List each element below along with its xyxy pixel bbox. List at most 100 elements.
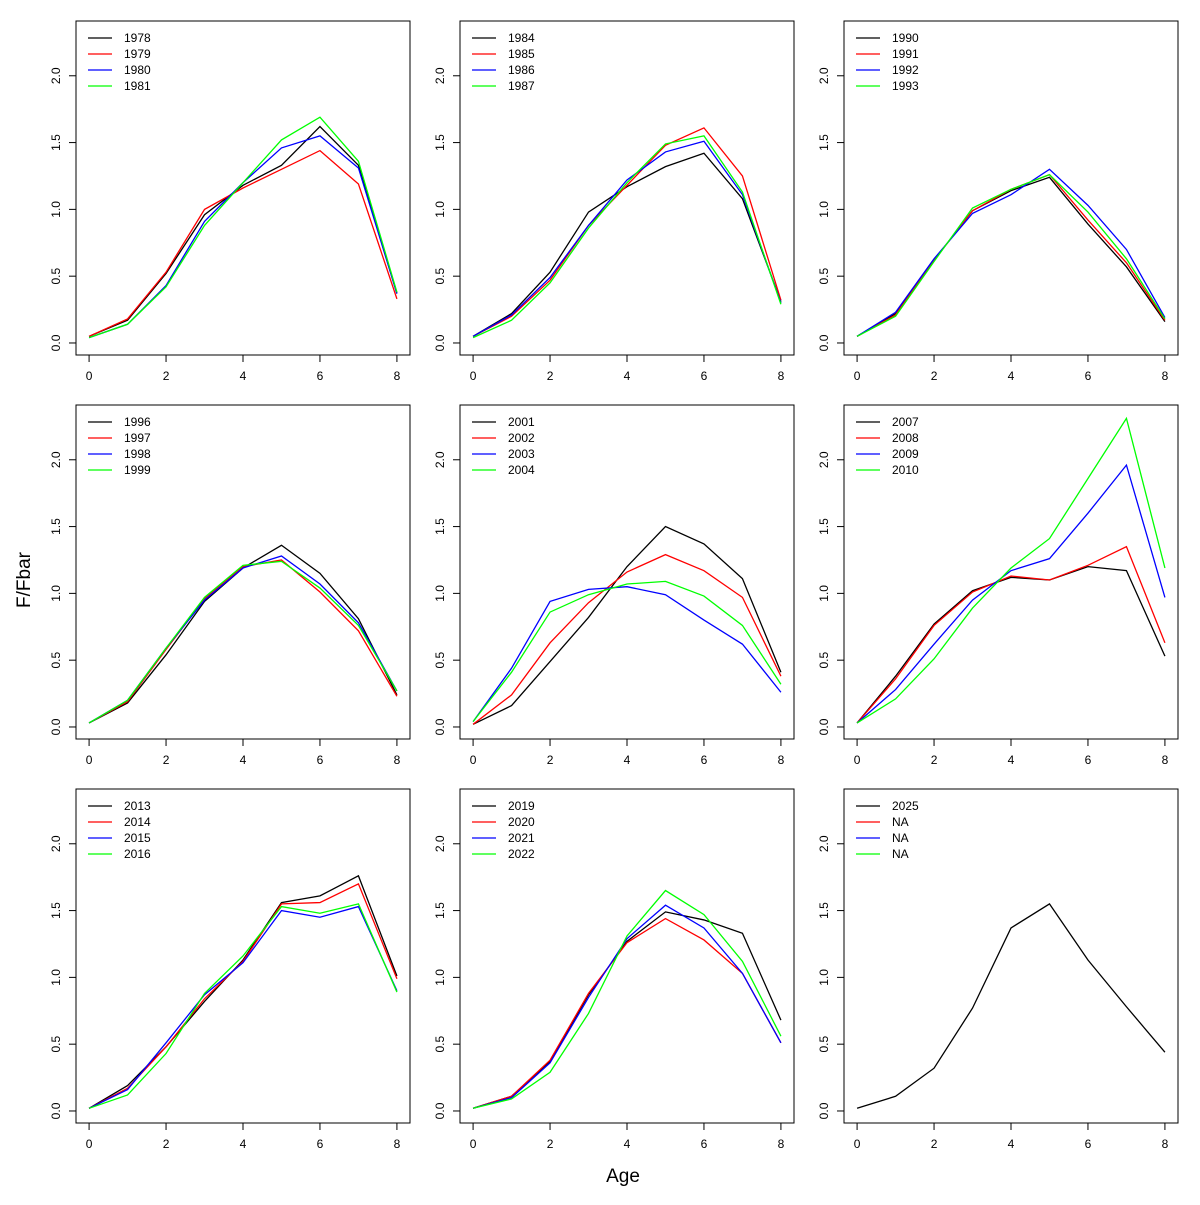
legend-label: 1987 xyxy=(508,79,535,93)
legend-label: 2001 xyxy=(508,415,535,429)
y-tick-label: 2.0 xyxy=(433,835,447,852)
legend-label: 2007 xyxy=(892,415,919,429)
legend-label: 1991 xyxy=(892,47,919,61)
x-tick-label: 6 xyxy=(701,753,708,767)
y-tick-label: 0.0 xyxy=(817,718,831,735)
x-tick-label: 6 xyxy=(317,1137,324,1151)
x-tick-label: 8 xyxy=(1162,753,1169,767)
y-tick-label: 1.0 xyxy=(49,201,63,218)
y-tick-label: 1.5 xyxy=(817,134,831,151)
panel-3: 0 2 4 6 8 0.0 0.5 1.0 1.5 2.0 1990 1991 1992 1993 xyxy=(817,20,1179,383)
series-line-2020 xyxy=(472,917,782,1109)
y-tick-label: 0.0 xyxy=(817,1102,831,1119)
y-tick-label: 1.5 xyxy=(817,902,831,919)
x-tick-label: 8 xyxy=(1162,369,1169,383)
legend-label: 2021 xyxy=(508,831,535,845)
y-tick-label: 2.0 xyxy=(433,67,447,84)
series-line-1980 xyxy=(88,135,398,339)
series-line-2019 xyxy=(472,911,782,1109)
series-line-2007 xyxy=(856,565,1166,724)
x-tick-label: 4 xyxy=(624,1137,631,1151)
series-line-1992 xyxy=(856,168,1166,337)
x-tick-label: 6 xyxy=(1085,369,1092,383)
panel-8: 0 2 4 6 8 0.0 0.5 1.0 1.5 2.0 2019 2020 2021 2022 xyxy=(433,788,795,1151)
legend-label: 1992 xyxy=(892,63,919,77)
x-tick-label: 0 xyxy=(86,1137,93,1151)
legend-label: NA xyxy=(892,847,909,861)
series-line-2010 xyxy=(856,416,1166,724)
series-line-1981 xyxy=(88,116,398,339)
panel-6: 0 2 4 6 8 0.0 0.5 1.0 1.5 2.0 2007 2008 2009 2010 xyxy=(817,404,1179,767)
x-tick-label: 6 xyxy=(701,369,708,383)
series-line-2013 xyxy=(88,874,398,1109)
legend-label: 1998 xyxy=(124,447,151,461)
panel-9: 0 2 4 6 8 0.0 0.5 1.0 1.5 2.0 2025 NA NA NA xyxy=(817,788,1179,1151)
x-tick-label: 8 xyxy=(778,369,785,383)
y-tick-label: 0.5 xyxy=(817,268,831,285)
x-tick-label: 0 xyxy=(854,369,861,383)
y-tick-label: 1.5 xyxy=(817,518,831,535)
y-axis-label: F/Fbar xyxy=(14,551,35,608)
x-tick-label: 0 xyxy=(854,1137,861,1151)
panel-5: 0 2 4 6 8 0.0 0.5 1.0 1.5 2.0 2001 2002 2003 2004 xyxy=(433,404,795,767)
y-tick-label: 2.0 xyxy=(817,835,831,852)
y-tick-label: 2.0 xyxy=(49,451,63,468)
x-tick-label: 6 xyxy=(317,753,324,767)
y-tick-label: 0.0 xyxy=(49,1102,63,1119)
legend-label: 2014 xyxy=(124,815,151,829)
legend-label: 1986 xyxy=(508,63,535,77)
series-line-1986 xyxy=(472,140,782,337)
y-tick-label: 2.0 xyxy=(433,451,447,468)
legend-label: 1979 xyxy=(124,47,151,61)
y-tick-label: 0.5 xyxy=(817,652,831,669)
y-tick-label: 1.0 xyxy=(817,969,831,986)
y-tick-label: 1.0 xyxy=(49,585,63,602)
x-tick-label: 4 xyxy=(240,753,247,767)
series-line-2003 xyxy=(472,586,782,723)
x-tick-label: 2 xyxy=(163,369,170,383)
y-tick-label: 0.0 xyxy=(49,334,63,351)
x-tick-label: 2 xyxy=(547,1137,554,1151)
x-tick-label: 8 xyxy=(394,753,401,767)
x-tick-label: 0 xyxy=(86,369,93,383)
y-tick-label: 0.5 xyxy=(433,268,447,285)
panel-4: 0 2 4 6 8 0.0 0.5 1.0 1.5 2.0 1996 1997 1998 1999 xyxy=(49,404,411,767)
y-tick-label: 1.0 xyxy=(49,969,63,986)
y-tick-label: 1.5 xyxy=(49,134,63,151)
x-tick-label: 8 xyxy=(394,369,401,383)
x-tick-label: 8 xyxy=(394,1137,401,1151)
legend-label: 1996 xyxy=(124,415,151,429)
x-tick-label: 6 xyxy=(701,1137,708,1151)
series-line-1997 xyxy=(88,559,398,724)
legend-label: 2009 xyxy=(892,447,919,461)
series-line-2022 xyxy=(472,889,782,1109)
y-tick-label: 0.5 xyxy=(433,652,447,669)
series-line-2016 xyxy=(88,903,398,1109)
x-tick-label: 0 xyxy=(470,753,477,767)
series-line-2008 xyxy=(856,545,1166,724)
series-line-1993 xyxy=(856,173,1166,337)
y-tick-label: 1.0 xyxy=(433,585,447,602)
legend-label: 1997 xyxy=(124,431,151,445)
legend-label: 2016 xyxy=(124,847,151,861)
legend-label: 1999 xyxy=(124,463,151,477)
series-line-2021 xyxy=(472,904,782,1109)
legend-label: 2013 xyxy=(124,799,151,813)
y-tick-label: 0.0 xyxy=(817,334,831,351)
legend-label: 2003 xyxy=(508,447,535,461)
y-tick-label: 1.0 xyxy=(817,585,831,602)
series-line-1991 xyxy=(856,173,1166,337)
y-tick-label: 1.0 xyxy=(433,969,447,986)
y-tick-label: 1.5 xyxy=(433,518,447,535)
legend-label: 1978 xyxy=(124,31,151,45)
y-tick-label: 1.5 xyxy=(433,134,447,151)
legend-label: 1985 xyxy=(508,47,535,61)
legend-label: 1981 xyxy=(124,79,151,93)
series-line-2001 xyxy=(472,525,782,725)
panel-1: 0 2 4 6 8 0.0 0.5 1.0 1.5 2.0 1978 1979 1980 1981 xyxy=(49,20,411,383)
legend-label: 2022 xyxy=(508,847,535,861)
x-tick-label: 2 xyxy=(163,753,170,767)
y-tick-label: 2.0 xyxy=(817,451,831,468)
x-tick-label: 4 xyxy=(624,753,631,767)
